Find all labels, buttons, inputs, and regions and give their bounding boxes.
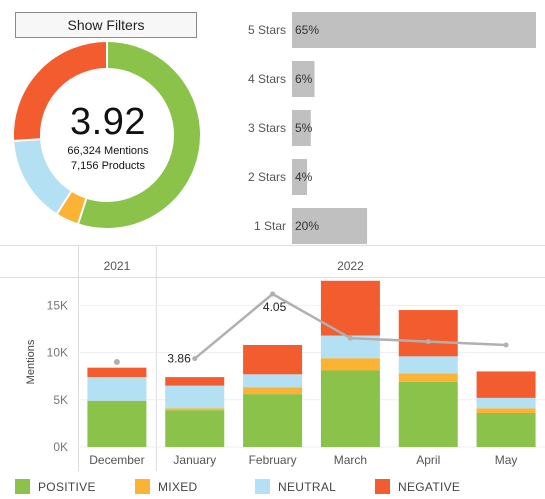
bar-april-positive[interactable] bbox=[398, 381, 458, 447]
bar-march-mixed[interactable] bbox=[320, 358, 380, 371]
sentiment-legend: POSITIVE MIXED NEUTRAL NEGATIVE bbox=[0, 479, 545, 495]
rating-label-1-star: 1 Star bbox=[254, 219, 286, 233]
y-tick-label: 0K bbox=[53, 440, 68, 454]
rating-point-december[interactable] bbox=[113, 359, 120, 365]
legend-item-neutral[interactable]: NEUTRAL bbox=[255, 479, 336, 494]
rating-label-3-stars: 3 Stars bbox=[248, 121, 286, 135]
rating-bar-2-stars[interactable] bbox=[292, 159, 308, 195]
rating-point-march[interactable] bbox=[347, 335, 353, 341]
bar-december-negative[interactable] bbox=[87, 367, 147, 378]
y-axis-title: Mentions bbox=[25, 339, 37, 384]
rating-label-5-stars: 5 Stars bbox=[248, 23, 286, 37]
y-tick-label: 10K bbox=[47, 346, 68, 360]
bar-february-negative[interactable] bbox=[243, 345, 303, 375]
bar-may-mixed[interactable] bbox=[476, 408, 536, 413]
rating-point-january[interactable] bbox=[192, 356, 198, 362]
legend-item-positive[interactable]: POSITIVE bbox=[15, 479, 96, 494]
bar-march-neutral[interactable] bbox=[320, 335, 380, 359]
y-tick-label: 15K bbox=[47, 298, 68, 312]
bar-april-negative[interactable] bbox=[398, 310, 458, 357]
rating-label-4-stars: 4 Stars bbox=[248, 72, 286, 86]
rating-value-3-stars: 5% bbox=[295, 121, 313, 135]
bar-may-positive[interactable] bbox=[476, 413, 536, 447]
show-filters-button[interactable]: Show Filters bbox=[15, 12, 197, 38]
rating-value-1-star: 20% bbox=[295, 219, 319, 233]
bar-may-neutral[interactable] bbox=[476, 397, 536, 409]
rating-bar-5-stars[interactable] bbox=[292, 12, 536, 48]
bar-january-mixed[interactable] bbox=[165, 408, 225, 411]
legend-label-negative: NEGATIVE bbox=[398, 479, 461, 494]
legend-swatch-negative bbox=[375, 479, 390, 494]
donut-slice-separator bbox=[56, 191, 72, 215]
x-tick-label-january: January bbox=[173, 453, 216, 467]
legend-label-neutral: NEUTRAL bbox=[278, 479, 337, 494]
sentiment-donut-chart bbox=[14, 42, 200, 228]
bar-february-mixed[interactable] bbox=[243, 387, 303, 395]
rating-line-label-january: 3.86 bbox=[167, 352, 191, 366]
bar-february-positive[interactable] bbox=[243, 394, 303, 447]
mentions-count: 66,324 Mentions bbox=[67, 145, 149, 157]
legend-swatch-neutral bbox=[255, 479, 270, 494]
bar-april-mixed[interactable] bbox=[398, 373, 458, 382]
products-count: 7,156 Products bbox=[71, 160, 145, 172]
x-tick-label-april: April bbox=[416, 453, 440, 467]
bar-january-neutral[interactable] bbox=[165, 385, 225, 409]
legend-label-positive: POSITIVE bbox=[38, 479, 96, 494]
bar-december-positive[interactable] bbox=[87, 400, 147, 447]
x-tick-label-february: February bbox=[249, 453, 297, 467]
x-tick-label-may: May bbox=[495, 453, 518, 467]
bar-may-negative[interactable] bbox=[476, 371, 536, 398]
rating-bar-1-star[interactable] bbox=[292, 208, 368, 244]
donut-slice-separator bbox=[14, 138, 41, 142]
legend-item-negative[interactable]: NEGATIVE bbox=[375, 479, 460, 494]
y-tick-label: 5K bbox=[53, 393, 68, 407]
donut-center: 3.92 66,324 Mentions 7,156 Products bbox=[38, 100, 178, 174]
rating-bar-3-stars[interactable] bbox=[292, 110, 311, 146]
bar-march-positive[interactable] bbox=[320, 370, 380, 448]
bar-december-neutral[interactable] bbox=[87, 377, 147, 401]
year-label-2021: 2021 bbox=[104, 259, 131, 273]
year-label-2022: 2022 bbox=[337, 259, 364, 273]
x-tick-label-march: March bbox=[334, 453, 367, 467]
rating-point-april[interactable] bbox=[425, 339, 431, 345]
monthly-mentions-chart: 0K 5K 10K 15K Mentions 2021 2022 December Januar… bbox=[0, 245, 545, 471]
rating-value-4-stars: 6% bbox=[295, 72, 313, 86]
legend-swatch-positive bbox=[15, 479, 30, 494]
rating-value-5-stars: 65% bbox=[295, 23, 319, 37]
rating-bar-4-stars[interactable] bbox=[292, 61, 315, 97]
star-rating-bar-chart: 5 Stars 65% 4 Stars 6% 3 Stars 5% 2 Stars 4% 1 S… bbox=[248, 12, 536, 244]
rating-line-label-february: 4.05 bbox=[263, 300, 287, 314]
rating-point-february[interactable] bbox=[270, 291, 276, 297]
average-rating-score: 3.92 bbox=[70, 101, 146, 143]
bar-january-positive[interactable] bbox=[165, 410, 225, 447]
legend-item-mixed[interactable]: MIXED bbox=[135, 479, 198, 494]
rating-value-2-stars: 4% bbox=[295, 170, 313, 184]
bar-april-neutral[interactable] bbox=[398, 356, 458, 374]
legend-swatch-mixed bbox=[135, 479, 150, 494]
bar-january-negative[interactable] bbox=[165, 377, 225, 386]
rating-label-2-stars: 2 Stars bbox=[248, 170, 286, 184]
rating-point-may[interactable] bbox=[503, 342, 509, 348]
bar-february-neutral[interactable] bbox=[243, 374, 303, 388]
x-tick-label-december: December bbox=[89, 453, 144, 467]
donut-slice-separator bbox=[77, 198, 88, 224]
legend-label-mixed: MIXED bbox=[158, 479, 198, 494]
